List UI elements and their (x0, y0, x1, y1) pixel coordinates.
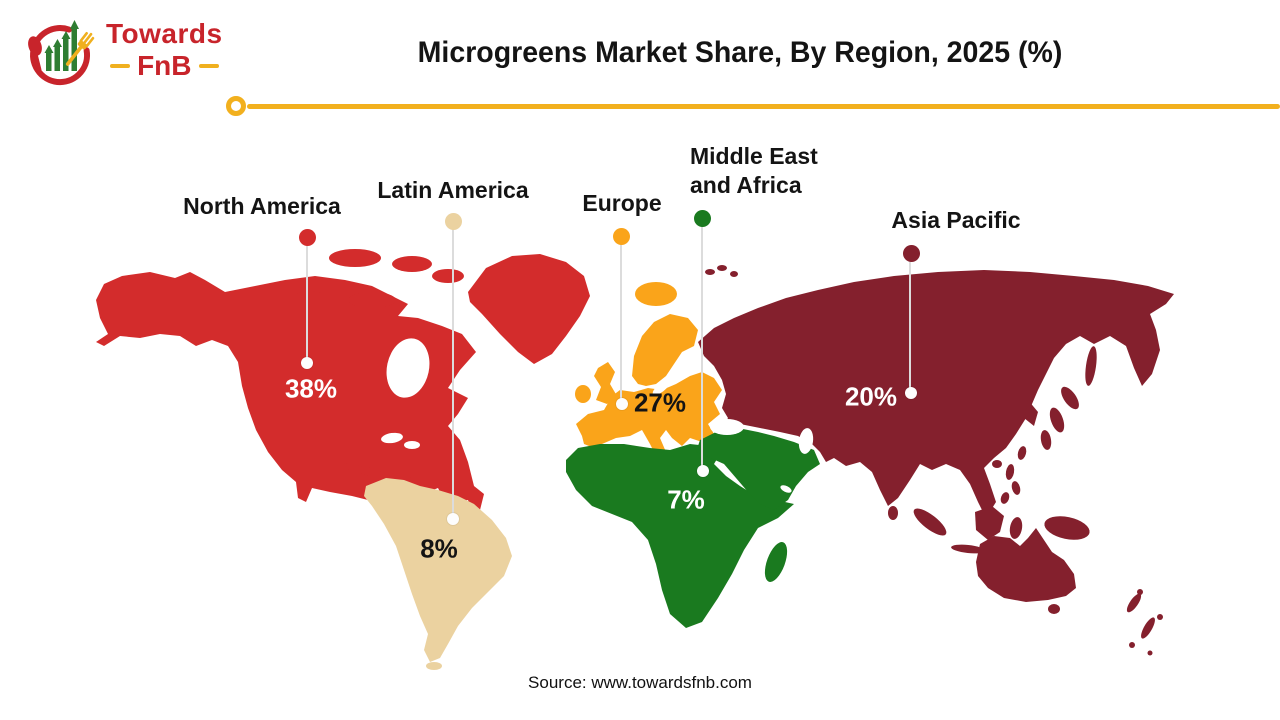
logo-wordmark: Towards FnB (106, 20, 223, 80)
logo-fork (65, 31, 95, 66)
enddot-north-america (301, 357, 313, 369)
map-ireland (575, 385, 591, 403)
source-text: Source: www.towardsfnb.com (528, 673, 752, 692)
map-taiwan (1017, 446, 1027, 460)
logo-dash-right (198, 64, 219, 68)
region-label-latin-america: Latin America (377, 177, 529, 203)
towardsfnb-logo-icon (28, 20, 95, 86)
towardsfnb-logo: Towards FnB (20, 10, 223, 90)
map-region-latin-america (364, 478, 512, 670)
map-sumatra (913, 508, 947, 536)
logo-circle-arc (30, 25, 91, 86)
map-tasmania (1048, 604, 1060, 614)
map-uk (594, 362, 617, 404)
map-sri-lanka (888, 506, 898, 520)
logo-growth-bars (44, 20, 79, 71)
map-pacific-islands (1137, 589, 1143, 595)
map-europe-mainland (576, 372, 722, 460)
enddot-europe (616, 398, 628, 410)
logo-dash-left (110, 64, 131, 68)
map-java (951, 544, 985, 554)
map-australia (976, 528, 1076, 602)
value-label-latin-america: 8% (420, 533, 458, 564)
map-asia-mainland (698, 270, 1174, 518)
region-label-asia-pacific: Asia Pacific (891, 207, 1021, 233)
map-svalbard (705, 269, 715, 275)
map-korea (1024, 400, 1038, 426)
region-label-europe: Europe (582, 190, 662, 216)
map-region-europe (575, 282, 722, 460)
map-persian-gulf (780, 485, 792, 493)
map-baltic-sea (652, 381, 670, 395)
map-sulawesi (1009, 517, 1023, 539)
map-cuba (344, 463, 386, 477)
map-greenland (468, 254, 590, 364)
map-new-guinea (1044, 516, 1090, 540)
logo-brand-top: Towards (106, 18, 223, 49)
map-hudson-bay (386, 338, 430, 398)
map-hainan (992, 460, 1002, 468)
enddot-latin-america (447, 513, 459, 525)
map-madagascar (764, 542, 788, 582)
value-label-north-america: 38% (284, 373, 338, 404)
map-borneo (975, 506, 1004, 540)
map-region-middle-east-africa (566, 428, 820, 628)
title-accent-line (247, 104, 1280, 109)
map-caspian-sea (798, 428, 814, 454)
map-great-lakes (381, 432, 403, 444)
map-south-america (364, 478, 512, 662)
map-region-north-america (96, 249, 590, 556)
page-title: Microgreens Market Share, By Region, 202… (417, 36, 1063, 69)
enddot-middle-east-africa (697, 465, 709, 477)
map-tierra-del-fuego (426, 662, 442, 670)
map-japan (1061, 386, 1079, 410)
leader-line-europe (620, 244, 622, 403)
title-accent-ring (226, 96, 246, 116)
leader-line-asia-pacific (909, 262, 911, 392)
enddot-asia-pacific (905, 387, 917, 399)
value-label-europe: 27% (633, 387, 687, 418)
region-label-north-america: North America (183, 193, 341, 219)
map-iceland (635, 282, 677, 306)
value-label-asia-pacific: 20% (844, 381, 898, 412)
map-philippines (1005, 464, 1015, 480)
logo-spoon (28, 36, 42, 72)
map-africa (566, 444, 794, 628)
dot-middle-east-africa (694, 210, 711, 227)
map-arctic-islands (329, 249, 381, 267)
dot-asia-pacific (903, 245, 920, 262)
leader-line-middle-east-africa (701, 226, 703, 470)
dot-latin-america (445, 213, 462, 230)
map-inland-seas (381, 338, 814, 493)
value-label-middle-east-africa: 7% (667, 484, 705, 515)
map-black-sea (710, 419, 744, 435)
dot-europe (613, 228, 630, 245)
dot-north-america (299, 229, 316, 246)
leader-line-latin-america (452, 229, 454, 518)
region-label-middle-east-africa: Middle East and Africa (690, 143, 818, 198)
map-sakhalin (1085, 346, 1097, 386)
map-scandinavia (632, 314, 698, 386)
map-region-asia-pacific (698, 265, 1174, 656)
map-new-zealand (1126, 593, 1142, 613)
logo-brand-bottom: FnB (137, 50, 192, 81)
leader-line-north-america (306, 245, 308, 362)
